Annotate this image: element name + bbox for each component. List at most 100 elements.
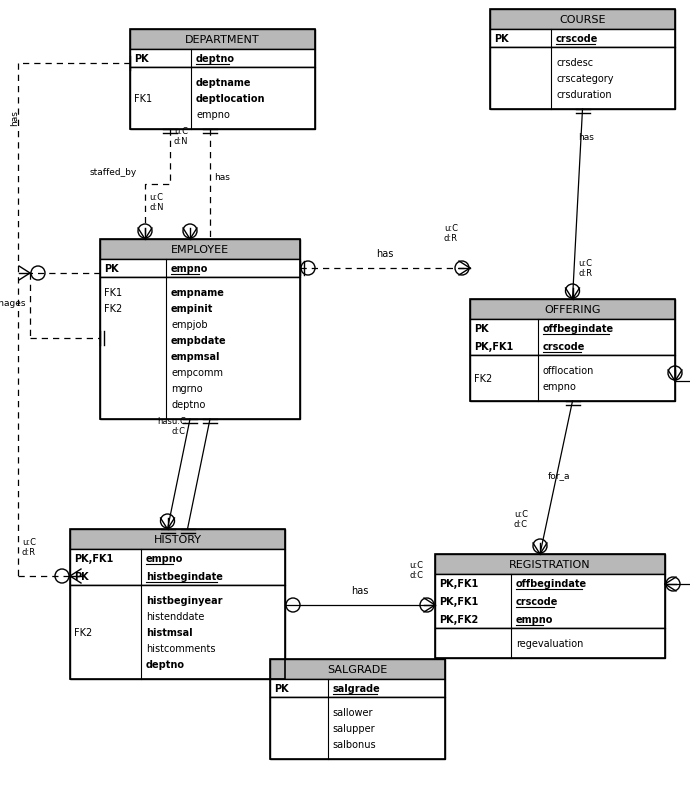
Bar [435, 554, 665, 658]
Bar [435, 628, 665, 658]
Text: FK1: FK1 [104, 288, 122, 298]
Bar [435, 574, 665, 628]
Text: REGISTRATION: REGISTRATION [509, 559, 591, 569]
Bar [490, 10, 675, 30]
Text: crscode: crscode [556, 34, 598, 44]
Bar [70, 529, 285, 549]
Text: empno: empno [516, 614, 553, 624]
Text: FK2: FK2 [104, 304, 122, 314]
Text: PK,FK1: PK,FK1 [439, 596, 478, 606]
Bar [130, 50, 315, 68]
Text: PK,FK1: PK,FK1 [74, 553, 113, 563]
Text: HISTORY: HISTORY [153, 534, 201, 545]
Text: salgrade: salgrade [333, 683, 380, 693]
Text: for_a: for_a [548, 471, 571, 480]
Text: u:C
d:R: u:C d:R [444, 223, 458, 243]
Text: PK: PK [474, 323, 489, 334]
Text: u:C
d:N: u:C d:N [174, 127, 188, 146]
Text: mgrno: mgrno [171, 383, 203, 394]
Bar [130, 30, 315, 50]
Text: histbeginyear: histbeginyear [146, 595, 222, 606]
Text: has: has [10, 110, 19, 126]
Text: PK,FK2: PK,FK2 [439, 614, 478, 624]
Text: empname: empname [171, 288, 225, 298]
Text: offlocation: offlocation [542, 366, 594, 375]
Text: histcomments: histcomments [146, 643, 215, 653]
Text: crscategory: crscategory [556, 74, 613, 84]
Bar [70, 585, 285, 679]
Text: salupper: salupper [333, 723, 375, 733]
Bar [490, 10, 675, 110]
Text: FK1: FK1 [134, 94, 152, 104]
Text: salbonus: salbonus [333, 739, 376, 749]
Text: u:C
d:C: u:C d:C [514, 509, 528, 529]
Bar [470, 300, 675, 402]
Text: PK: PK [104, 264, 119, 273]
Text: empcomm: empcomm [171, 367, 223, 378]
Text: deptlocation: deptlocation [196, 94, 266, 104]
Text: FK2: FK2 [74, 627, 92, 638]
Bar [270, 659, 445, 759]
Text: empinit: empinit [171, 304, 213, 314]
Text: crsdesc: crsdesc [556, 58, 593, 68]
Text: PK: PK [134, 54, 148, 64]
Text: regevaluation: regevaluation [516, 638, 583, 648]
Text: PK,FK1: PK,FK1 [439, 578, 478, 588]
Bar [435, 554, 665, 574]
Bar [130, 68, 315, 130]
Text: PK: PK [74, 571, 88, 581]
Text: u:C
d:C: u:C d:C [409, 560, 423, 579]
Text: PK,FK1: PK,FK1 [474, 342, 513, 351]
Text: offbegindate: offbegindate [542, 323, 614, 334]
Text: staffed_by: staffed_by [90, 168, 137, 176]
Text: histenddate: histenddate [146, 611, 204, 622]
Text: sallower: sallower [333, 707, 373, 717]
Bar [270, 679, 445, 697]
Text: manages: manages [0, 299, 26, 308]
Bar [100, 240, 300, 260]
Text: offbegindate: offbegindate [516, 578, 587, 588]
Text: has: has [376, 249, 394, 259]
Text: crsduration: crsduration [556, 90, 611, 100]
Bar [470, 320, 675, 355]
Text: deptno: deptno [171, 399, 206, 410]
Text: PK: PK [494, 34, 509, 44]
Text: deptname: deptname [196, 78, 252, 88]
Text: deptno: deptno [196, 54, 235, 64]
Text: EMPLOYEE: EMPLOYEE [171, 245, 229, 255]
Text: empjob: empjob [171, 320, 208, 330]
Text: FK2: FK2 [474, 374, 492, 383]
Text: histmsal: histmsal [146, 627, 193, 638]
Text: PK: PK [274, 683, 288, 693]
Text: COURSE: COURSE [560, 15, 606, 25]
Text: DEPARTMENT: DEPARTMENT [185, 35, 260, 45]
Bar [100, 240, 300, 419]
Text: empmsal: empmsal [171, 351, 221, 362]
Text: histbegindate: histbegindate [146, 571, 223, 581]
Bar [490, 30, 675, 48]
Text: hasu:C
d:C: hasu:C d:C [157, 416, 186, 435]
Text: OFFERING: OFFERING [544, 305, 601, 314]
Bar [470, 355, 675, 402]
Text: empno: empno [196, 110, 230, 119]
Text: empbdate: empbdate [171, 335, 226, 346]
Bar [470, 300, 675, 320]
Text: has: has [214, 172, 230, 182]
Text: crscode: crscode [516, 596, 558, 606]
Text: crscode: crscode [542, 342, 585, 351]
Text: u:C
d:R: u:C d:R [22, 537, 36, 557]
Bar [130, 30, 315, 130]
Text: empno: empno [542, 382, 577, 391]
Bar [270, 697, 445, 759]
Text: has: has [351, 585, 368, 595]
Bar [70, 549, 285, 585]
Text: empno: empno [146, 553, 184, 563]
Bar [490, 48, 675, 110]
Bar [70, 529, 285, 679]
Text: empno: empno [171, 264, 208, 273]
Text: u:C
d:N: u:C d:N [149, 192, 164, 212]
Text: deptno: deptno [146, 659, 185, 669]
Bar [100, 277, 300, 419]
Text: has: has [578, 133, 594, 142]
Text: u:C
d:R: u:C d:R [578, 258, 593, 277]
